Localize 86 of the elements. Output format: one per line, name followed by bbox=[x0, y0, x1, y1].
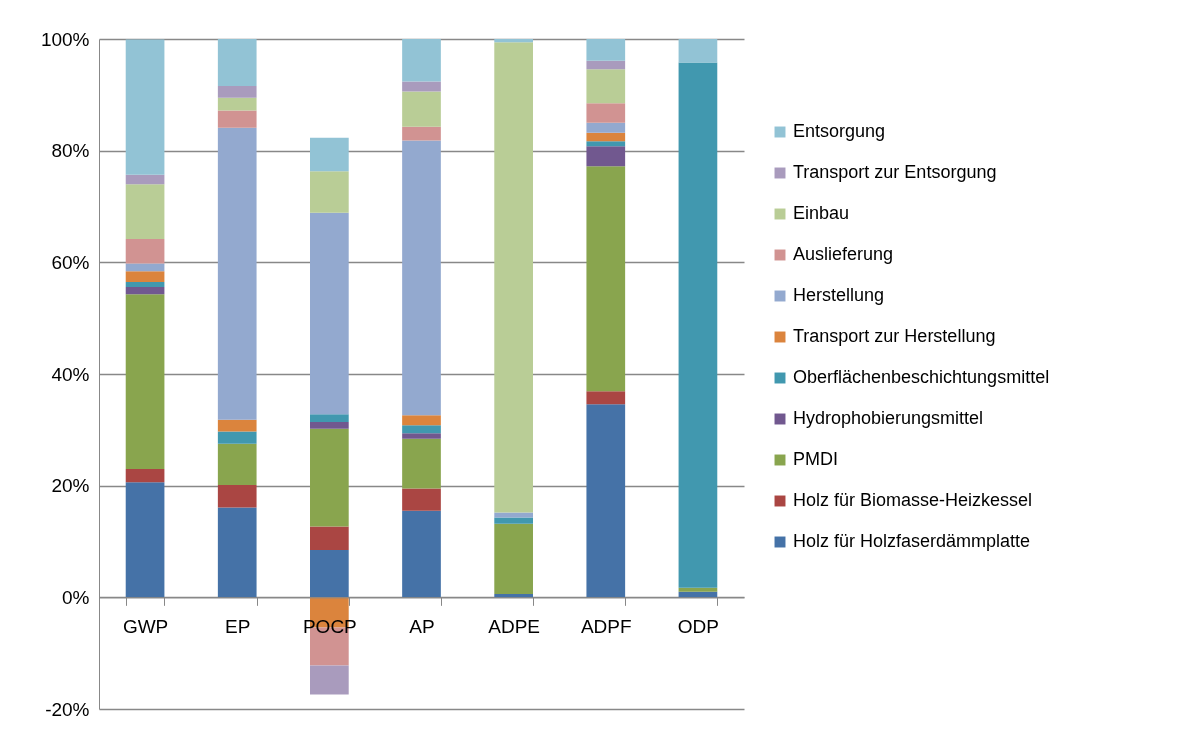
bar bbox=[494, 523, 533, 594]
bar bbox=[217, 431, 257, 444]
x-tick-label: AP bbox=[409, 615, 435, 637]
bar bbox=[402, 39, 441, 82]
bar bbox=[125, 184, 165, 239]
bar bbox=[402, 140, 441, 416]
x-tick-label: ADPE bbox=[488, 615, 541, 637]
legend-label: Herstellung bbox=[793, 285, 885, 305]
bar bbox=[402, 91, 441, 127]
legend-label: Transport zur Entsorgung bbox=[793, 162, 997, 182]
bar bbox=[586, 166, 626, 392]
bar bbox=[310, 549, 349, 598]
bar bbox=[586, 132, 626, 142]
bar bbox=[586, 39, 626, 61]
bar bbox=[402, 488, 441, 511]
bar bbox=[217, 110, 257, 128]
y-tick-label: 60% bbox=[51, 251, 90, 273]
bar bbox=[494, 593, 533, 598]
bar bbox=[125, 281, 165, 287]
bar bbox=[586, 60, 626, 70]
x-tick-label: ADPF bbox=[580, 615, 632, 637]
legend-label: PMDI bbox=[793, 449, 838, 469]
bar bbox=[310, 526, 349, 550]
bar bbox=[310, 171, 349, 213]
bar bbox=[402, 425, 441, 434]
legend-label: Hydrophobierungsmittel bbox=[793, 408, 984, 428]
bar bbox=[125, 238, 165, 264]
bar bbox=[402, 433, 441, 439]
bar bbox=[217, 39, 257, 86]
y-tick-label: 80% bbox=[51, 140, 90, 162]
bar bbox=[310, 422, 349, 429]
bar bbox=[217, 97, 257, 111]
bar bbox=[402, 415, 441, 426]
bar bbox=[217, 507, 257, 598]
bar bbox=[586, 404, 626, 598]
y-tick-label: 0% bbox=[62, 586, 90, 608]
legend-label: Oberflächenbeschichtungsmittel bbox=[793, 367, 1050, 387]
bar bbox=[217, 419, 257, 432]
bar bbox=[217, 127, 257, 420]
x-tick-label: POCP bbox=[302, 615, 357, 637]
legend-label: Holz für Holzfaserdämmplatte bbox=[793, 531, 1031, 551]
bar bbox=[678, 39, 718, 63]
bar bbox=[402, 438, 441, 489]
x-tick-label: ODP bbox=[677, 615, 720, 637]
bar bbox=[217, 485, 257, 508]
bar bbox=[586, 103, 626, 123]
bar bbox=[125, 263, 165, 272]
bar bbox=[125, 271, 165, 282]
x-tick-label: GWP bbox=[122, 615, 169, 637]
x-tick-label: EP bbox=[225, 615, 251, 637]
bar bbox=[310, 212, 349, 415]
bar bbox=[402, 126, 441, 141]
bar bbox=[678, 62, 718, 588]
y-tick-label: 100% bbox=[40, 28, 90, 50]
bar bbox=[586, 141, 626, 147]
bar bbox=[494, 39, 533, 43]
legend-label: Auslieferung bbox=[793, 244, 894, 264]
bar bbox=[586, 122, 626, 133]
legend-label: Einbau bbox=[793, 203, 850, 223]
bar bbox=[586, 391, 626, 405]
y-tick-label: 40% bbox=[51, 363, 90, 385]
bar bbox=[494, 512, 533, 518]
legend-label: Transport zur Herstellung bbox=[793, 326, 996, 346]
bar bbox=[402, 81, 441, 92]
bar bbox=[310, 137, 349, 172]
bar bbox=[586, 69, 626, 104]
bar bbox=[125, 39, 165, 175]
y-tick-label: 20% bbox=[51, 475, 90, 497]
legend-label: Entsorgung bbox=[793, 121, 886, 141]
bar bbox=[217, 85, 257, 98]
bar bbox=[586, 146, 626, 167]
bar bbox=[310, 428, 349, 527]
legend-label: Holz für Biomasse-Heizkessel bbox=[793, 490, 1033, 510]
bar bbox=[494, 42, 533, 513]
bar bbox=[310, 414, 349, 423]
bar bbox=[125, 174, 165, 185]
bar bbox=[217, 443, 257, 486]
bar bbox=[310, 665, 349, 695]
bar bbox=[125, 468, 165, 483]
bar bbox=[402, 510, 441, 598]
bar bbox=[125, 286, 165, 295]
bar bbox=[125, 294, 165, 469]
bar bbox=[494, 517, 533, 524]
bar bbox=[678, 587, 718, 592]
bar bbox=[125, 482, 165, 598]
y-tick-label: -20% bbox=[45, 698, 90, 720]
